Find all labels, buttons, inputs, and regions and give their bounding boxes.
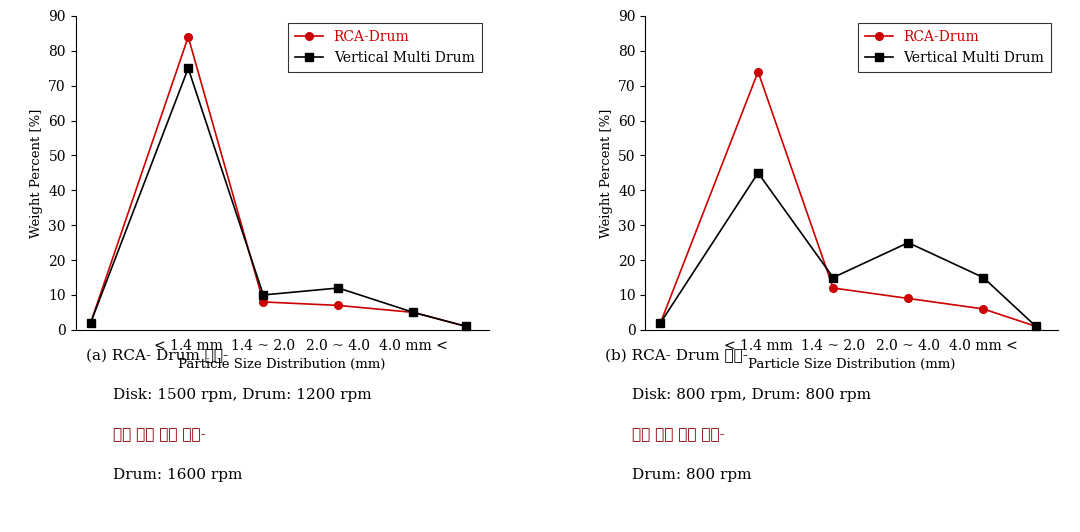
Text: (b) RCA- Drum 속도-: (b) RCA- Drum 속도- [605, 348, 747, 363]
X-axis label: Particle Size Distribution (mm): Particle Size Distribution (mm) [748, 359, 956, 371]
Y-axis label: Weight Percent [%]: Weight Percent [%] [599, 108, 612, 238]
Text: 수직 다중 드럼 속도-: 수직 다중 드럼 속도- [632, 428, 725, 442]
Text: Disk: 1500 rpm, Drum: 1200 rpm: Disk: 1500 rpm, Drum: 1200 rpm [113, 388, 372, 402]
Text: Disk: 800 rpm, Drum: 800 rpm: Disk: 800 rpm, Drum: 800 rpm [632, 388, 870, 402]
Text: 수직 다중 드럼 속도-: 수직 다중 드럼 속도- [113, 428, 206, 442]
Text: (a) RCA- Drum 속도-: (a) RCA- Drum 속도- [86, 348, 229, 363]
Text: Drum: 800 rpm: Drum: 800 rpm [632, 468, 752, 482]
Legend: RCA-Drum, Vertical Multi Drum: RCA-Drum, Vertical Multi Drum [858, 23, 1052, 72]
X-axis label: Particle Size Distribution (mm): Particle Size Distribution (mm) [178, 359, 386, 371]
Y-axis label: Weight Percent [%]: Weight Percent [%] [29, 108, 43, 238]
Legend: RCA-Drum, Vertical Multi Drum: RCA-Drum, Vertical Multi Drum [288, 23, 482, 72]
Text: Drum: 1600 rpm: Drum: 1600 rpm [113, 468, 243, 482]
